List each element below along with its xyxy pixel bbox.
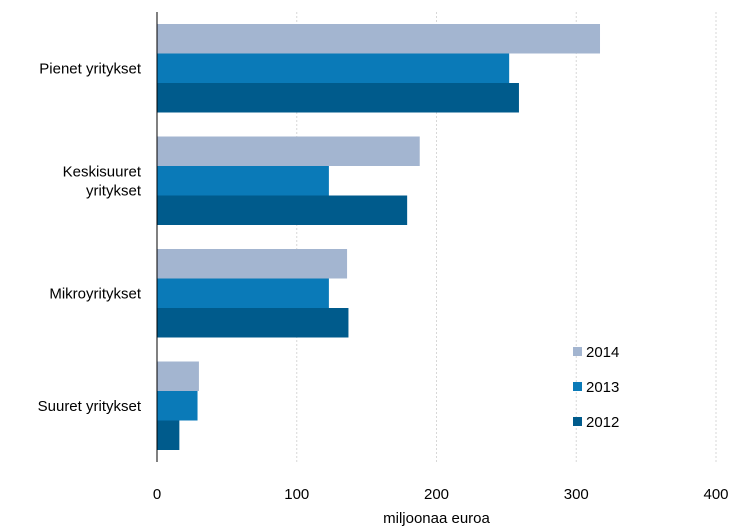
gridlines — [296, 12, 717, 462]
category-label-pienet-yritykset: Pienet yritykset — [39, 60, 142, 77]
legend-label-2013: 2013 — [586, 379, 619, 396]
x-tick-label-400: 400 — [703, 486, 728, 503]
category-label-mikroyritykset: Mikroyritykset — [49, 285, 142, 302]
category-label-suuret-yritykset: Suuret yritykset — [38, 398, 142, 415]
bar-mikroyritykset-2014 — [157, 249, 348, 279]
x-tick-label-300: 300 — [564, 486, 589, 503]
legend-swatch-2013 — [573, 382, 582, 391]
category-labels: Pienet yritykset Keskisuuret yritykset Mikr… — [38, 60, 142, 415]
x-tick-label-200: 200 — [424, 486, 449, 503]
x-tick-label-0: 0 — [153, 486, 161, 503]
category-label-keskisuuret-yritykset-line-1: Keskisuuret — [63, 163, 142, 180]
bar-keskisuuret-yritykset-2014 — [157, 136, 420, 166]
bar-mikroyritykset-2012 — [157, 308, 349, 338]
legend: 2014 2013 2012 — [573, 344, 619, 431]
legend-label-2014: 2014 — [586, 344, 619, 361]
legend-label-2012: 2012 — [586, 414, 619, 431]
x-axis-ticks: 0 100 200 300 400 — [153, 486, 729, 503]
bar-suuret-yritykset-2014 — [157, 361, 199, 391]
legend-swatch-2014 — [573, 347, 582, 356]
x-axis-title: miljoonaa euroa — [383, 510, 490, 527]
bar-pienet-yritykset-2014 — [157, 24, 601, 54]
category-label-keskisuuret-yritykset-line-2: yritykset — [86, 182, 142, 199]
bars — [157, 24, 601, 450]
bar-keskisuuret-yritykset-2013 — [157, 166, 329, 196]
x-tick-label-100: 100 — [284, 486, 309, 503]
bar-keskisuuret-yritykset-2012 — [157, 195, 408, 225]
bar-pienet-yritykset-2012 — [157, 83, 519, 113]
bar-suuret-yritykset-2012 — [157, 420, 180, 450]
bar-pienet-yritykset-2013 — [157, 53, 510, 83]
legend-swatch-2012 — [573, 417, 582, 426]
bar-mikroyritykset-2013 — [157, 278, 329, 308]
bar-suuret-yritykset-2013 — [157, 391, 198, 421]
